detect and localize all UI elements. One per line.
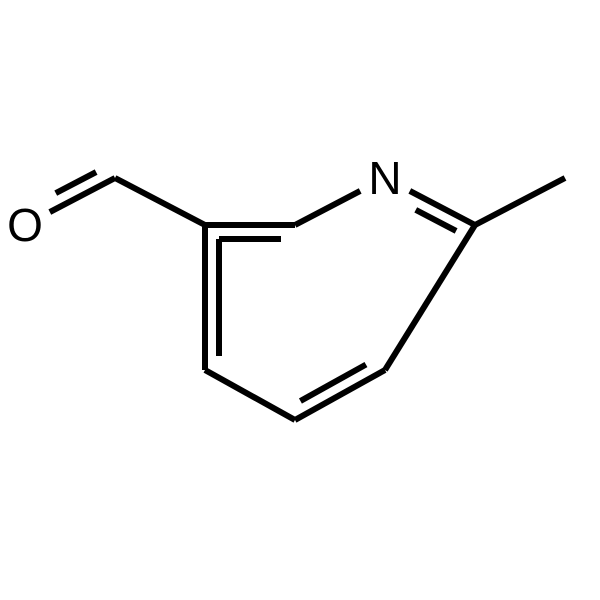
bond-double-outer xyxy=(50,178,115,212)
atom-label-o: O xyxy=(7,199,43,251)
bond-single xyxy=(385,225,475,370)
bond-single xyxy=(295,191,360,225)
bond-single xyxy=(205,370,295,420)
bond-single xyxy=(115,178,205,225)
atom-label-n: N xyxy=(368,152,401,204)
bond-single xyxy=(475,178,565,225)
bond-double-outer xyxy=(410,191,475,225)
molecule-diagram: NO xyxy=(0,0,600,600)
